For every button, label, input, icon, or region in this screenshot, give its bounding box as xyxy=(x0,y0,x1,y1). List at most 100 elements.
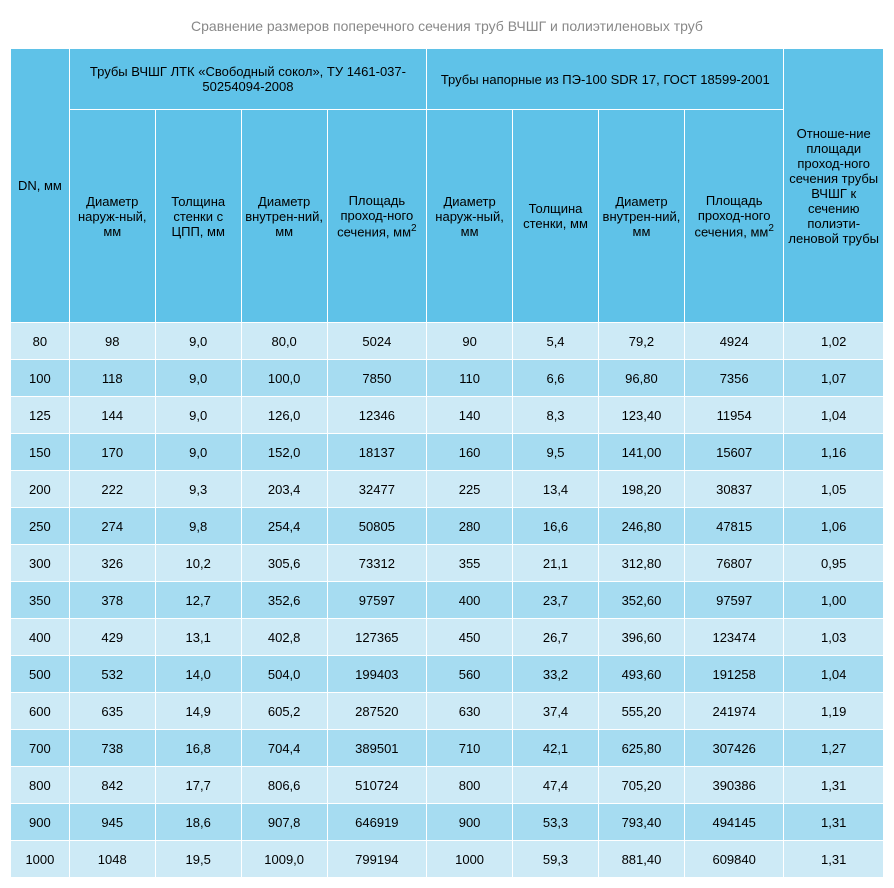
table-cell: 1,31 xyxy=(784,804,884,841)
table-cell: 635 xyxy=(69,693,155,730)
table-cell: 14,9 xyxy=(155,693,241,730)
table-row: 80084217,7806,651072480047,4705,20390386… xyxy=(11,767,884,804)
table-cell: 17,7 xyxy=(155,767,241,804)
table-cell: 355 xyxy=(427,545,513,582)
table-cell: 80,0 xyxy=(241,323,327,360)
table-row: 35037812,7352,69759740023,7352,60975971,… xyxy=(11,582,884,619)
table-cell: 33,2 xyxy=(513,656,599,693)
table-cell: 907,8 xyxy=(241,804,327,841)
table-cell: 241974 xyxy=(684,693,784,730)
table-cell: 11954 xyxy=(684,397,784,434)
table-cell: 390386 xyxy=(684,767,784,804)
table-cell: 400 xyxy=(427,582,513,619)
table-cell: 18,6 xyxy=(155,804,241,841)
table-cell: 350 xyxy=(11,582,70,619)
table-cell: 18137 xyxy=(327,434,427,471)
table-cell: 9,5 xyxy=(513,434,599,471)
table-cell: 100,0 xyxy=(241,360,327,397)
table-cell: 700 xyxy=(11,730,70,767)
table-cell: 300 xyxy=(11,545,70,582)
table-cell: 7356 xyxy=(684,360,784,397)
table-cell: 13,4 xyxy=(513,471,599,508)
table-cell: 402,8 xyxy=(241,619,327,656)
table-cell: 160 xyxy=(427,434,513,471)
table-cell: 5024 xyxy=(327,323,427,360)
table-cell: 793,40 xyxy=(598,804,684,841)
table-cell: 1,07 xyxy=(784,360,884,397)
table-row: 70073816,8704,438950171042,1625,80307426… xyxy=(11,730,884,767)
table-cell: 312,80 xyxy=(598,545,684,582)
table-cell: 152,0 xyxy=(241,434,327,471)
table-cell: 21,1 xyxy=(513,545,599,582)
table-cell: 144 xyxy=(69,397,155,434)
table-cell: 396,60 xyxy=(598,619,684,656)
comparison-table: DN, мм Трубы ВЧШГ ЛТК «Свободный сокол»,… xyxy=(10,48,884,878)
table-cell: 429 xyxy=(69,619,155,656)
table-cell: 1,00 xyxy=(784,582,884,619)
header-g1-area: Площадь проход-ного сечения, мм2 xyxy=(327,110,427,323)
header-g1-wall: Толщина стенки с ЦПП, мм xyxy=(155,110,241,323)
table-cell: 73312 xyxy=(327,545,427,582)
table-cell: 16,8 xyxy=(155,730,241,767)
table-cell: 1000 xyxy=(11,841,70,878)
table-cell: 510724 xyxy=(327,767,427,804)
table-cell: 37,4 xyxy=(513,693,599,730)
table-cell: 19,5 xyxy=(155,841,241,878)
table-cell: 47815 xyxy=(684,508,784,545)
table-cell: 450 xyxy=(427,619,513,656)
table-cell: 609840 xyxy=(684,841,784,878)
table-cell: 646919 xyxy=(327,804,427,841)
table-cell: 605,2 xyxy=(241,693,327,730)
table-cell: 9,0 xyxy=(155,360,241,397)
table-cell: 1,06 xyxy=(784,508,884,545)
table-cell: 1,02 xyxy=(784,323,884,360)
table-row: 40042913,1402,812736545026,7396,60123474… xyxy=(11,619,884,656)
table-cell: 42,1 xyxy=(513,730,599,767)
table-cell: 12,7 xyxy=(155,582,241,619)
table-cell: 9,8 xyxy=(155,508,241,545)
table-cell: 287520 xyxy=(327,693,427,730)
table-cell: 150 xyxy=(11,434,70,471)
table-cell: 97597 xyxy=(684,582,784,619)
table-cell: 326 xyxy=(69,545,155,582)
table-cell: 110 xyxy=(427,360,513,397)
table-cell: 799194 xyxy=(327,841,427,878)
table-row: 30032610,2305,67331235521,1312,80768070,… xyxy=(11,545,884,582)
table-cell: 500 xyxy=(11,656,70,693)
table-cell: 1000 xyxy=(427,841,513,878)
table-cell: 32477 xyxy=(327,471,427,508)
table-cell: 504,0 xyxy=(241,656,327,693)
table-cell: 710 xyxy=(427,730,513,767)
table-cell: 881,40 xyxy=(598,841,684,878)
table-cell: 1,03 xyxy=(784,619,884,656)
table-cell: 12346 xyxy=(327,397,427,434)
table-cell: 250 xyxy=(11,508,70,545)
header-ratio: Отноше-ние площади проход-ного сечения т… xyxy=(784,49,884,323)
table-cell: 191258 xyxy=(684,656,784,693)
table-body: 80989,080,05024905,479,249241,021001189,… xyxy=(11,323,884,878)
table-cell: 806,6 xyxy=(241,767,327,804)
table-cell: 945 xyxy=(69,804,155,841)
table-cell: 170 xyxy=(69,434,155,471)
table-row: 1251449,0126,0123461408,3123,40119541,04 xyxy=(11,397,884,434)
table-cell: 1048 xyxy=(69,841,155,878)
table-cell: 352,60 xyxy=(598,582,684,619)
table-cell: 1009,0 xyxy=(241,841,327,878)
table-cell: 225 xyxy=(427,471,513,508)
table-cell: 389501 xyxy=(327,730,427,767)
table-cell: 1,05 xyxy=(784,471,884,508)
table-cell: 1,04 xyxy=(784,656,884,693)
table-row: 80989,080,05024905,479,249241,02 xyxy=(11,323,884,360)
header-g1-inner: Диаметр внутрен-ний, мм xyxy=(241,110,327,323)
header-dn: DN, мм xyxy=(11,49,70,323)
table-cell: 96,80 xyxy=(598,360,684,397)
table-cell: 800 xyxy=(11,767,70,804)
table-cell: 400 xyxy=(11,619,70,656)
table-cell: 307426 xyxy=(684,730,784,767)
table-cell: 98 xyxy=(69,323,155,360)
table-cell: 4924 xyxy=(684,323,784,360)
table-cell: 140 xyxy=(427,397,513,434)
table-cell: 900 xyxy=(427,804,513,841)
table-cell: 203,4 xyxy=(241,471,327,508)
table-cell: 560 xyxy=(427,656,513,693)
